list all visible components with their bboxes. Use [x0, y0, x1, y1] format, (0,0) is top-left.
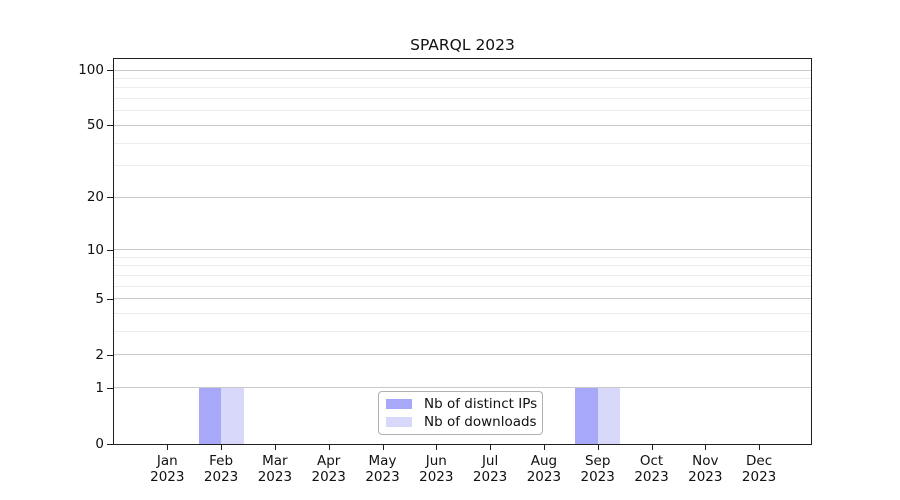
x-tick-month: Jul [481, 453, 499, 469]
minor-gridline [114, 165, 811, 167]
chart-title: SPARQL 2023 [410, 36, 515, 54]
x-tick-mark [382, 445, 384, 450]
legend-item: Nb of distinct IPs [379, 395, 542, 413]
x-tick-label: Jan 2023 [135, 453, 199, 485]
minor-gridline [114, 313, 811, 315]
x-tick-month: Mar [262, 453, 288, 469]
major-gridline [114, 387, 811, 389]
x-tick-label: Oct 2023 [620, 453, 684, 485]
x-tick-month: Dec [746, 453, 773, 469]
minor-gridline [114, 285, 811, 287]
bar [221, 387, 244, 444]
major-gridline [114, 298, 811, 300]
minor-gridline [114, 274, 811, 276]
x-tick-year: 2023 [472, 469, 508, 485]
x-tick-month: Feb [209, 453, 234, 469]
x-tick-month: Aug [530, 453, 558, 469]
major-gridline [114, 69, 811, 71]
x-tick-mark [543, 445, 545, 450]
x-tick-label: Apr 2023 [297, 453, 361, 485]
legend-swatch [386, 417, 412, 427]
x-tick-year: 2023 [150, 469, 185, 485]
y-tick-label: 0 [95, 436, 104, 452]
x-tick-year: 2023 [634, 469, 669, 485]
x-tick-label: Feb 2023 [189, 453, 253, 485]
x-tick-year: 2023 [741, 469, 777, 485]
minor-gridline [114, 265, 811, 267]
major-gridline [114, 196, 811, 198]
x-tick-label: Mar 2023 [243, 453, 307, 485]
y-tick-mark [107, 197, 113, 199]
y-tick-mark [107, 387, 113, 389]
y-tick-mark [107, 298, 113, 300]
x-tick-month: Jan [156, 453, 178, 469]
legend-label: Nb of distinct IPs [424, 396, 538, 412]
x-tick-mark [274, 445, 276, 450]
x-tick-label: May 2023 [351, 453, 415, 485]
major-gridline [114, 249, 811, 251]
x-tick-year: 2023 [580, 469, 615, 485]
y-tick-label: 5 [95, 290, 104, 307]
minor-gridline [114, 77, 811, 79]
x-tick-label: Jul 2023 [458, 453, 522, 485]
x-tick-year: 2023 [311, 469, 346, 485]
x-tick-mark [328, 445, 330, 450]
y-tick-mark [107, 70, 113, 71]
x-tick-label: Dec 2023 [727, 453, 791, 485]
y-tick-label: 2 [95, 346, 104, 363]
y-tick-mark [107, 354, 113, 356]
x-tick-month: Oct [639, 453, 664, 469]
x-tick-year: 2023 [203, 469, 239, 485]
legend-item: Nb of downloads [379, 413, 542, 431]
y-tick-mark [107, 125, 113, 127]
x-tick-month: Apr [317, 453, 341, 469]
y-tick-label: 10 [86, 241, 104, 258]
y-tick-label: 20 [86, 189, 104, 206]
x-tick-mark [221, 445, 223, 450]
y-tick-label: 100 [78, 62, 104, 78]
x-tick-year: 2023 [419, 469, 454, 485]
x-tick-label: Sep 2023 [566, 453, 630, 485]
legend: Nb of distinct IPs Nb of downloads [378, 391, 543, 435]
y-tick-label: 50 [86, 117, 104, 134]
x-tick-label: Aug 2023 [512, 453, 576, 485]
plot-area [113, 58, 812, 445]
bar [198, 387, 222, 444]
x-tick-mark [651, 445, 653, 450]
y-tick-mark [107, 249, 113, 251]
x-tick-mark [167, 445, 169, 450]
x-tick-month: Nov [692, 453, 719, 469]
x-tick-mark [490, 445, 492, 450]
x-tick-month: May [368, 453, 397, 469]
x-tick-label: Jun 2023 [404, 453, 468, 485]
x-tick-mark [436, 445, 438, 450]
x-tick-year: 2023 [257, 469, 293, 485]
legend-swatch [386, 399, 412, 409]
bar [575, 387, 598, 444]
minor-gridline [114, 87, 811, 89]
minor-gridline [114, 331, 811, 333]
x-tick-mark [759, 445, 761, 450]
bar [597, 387, 621, 444]
legend-label: Nb of downloads [424, 414, 537, 430]
major-gridline [114, 354, 811, 356]
minor-gridline [114, 98, 811, 100]
x-tick-year: 2023 [526, 469, 562, 485]
x-tick-mark [597, 445, 599, 450]
x-tick-mark [705, 445, 707, 450]
minor-gridline [114, 110, 811, 112]
major-gridline [114, 124, 811, 126]
minor-gridline [114, 256, 811, 258]
x-tick-label: Nov 2023 [673, 453, 737, 485]
y-tick-mark [107, 444, 113, 445]
x-tick-year: 2023 [688, 469, 723, 485]
x-tick-month: Jun [425, 453, 447, 469]
y-tick-label: 1 [95, 379, 104, 396]
x-tick-year: 2023 [365, 469, 400, 485]
minor-gridline [114, 142, 811, 144]
x-tick-month: Sep [584, 453, 611, 469]
